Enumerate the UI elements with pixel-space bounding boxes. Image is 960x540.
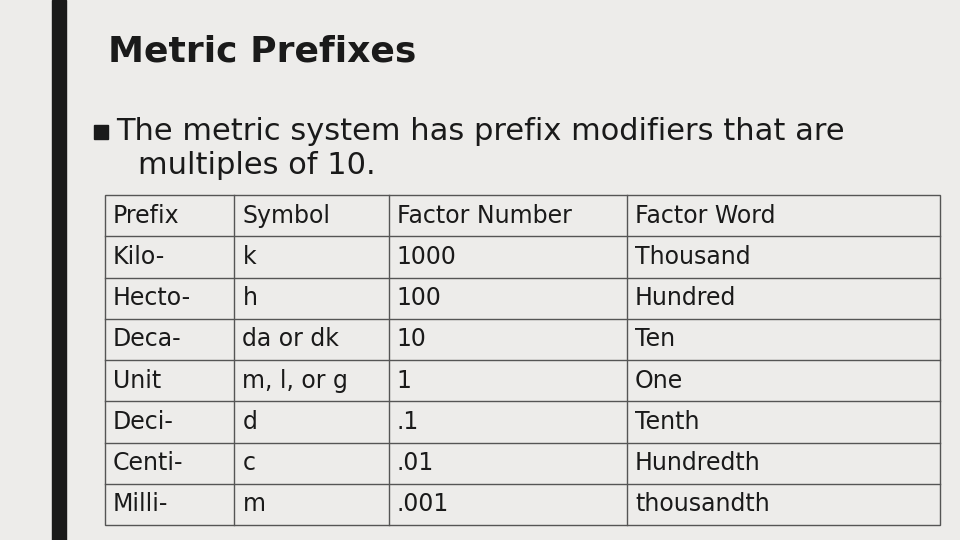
Text: k: k: [243, 245, 256, 269]
Text: .1: .1: [396, 410, 420, 434]
Text: Metric Prefixes: Metric Prefixes: [108, 35, 417, 69]
Text: 10: 10: [396, 327, 427, 352]
Text: m, l, or g: m, l, or g: [243, 369, 348, 393]
Text: Factor Word: Factor Word: [635, 204, 776, 228]
Text: h: h: [243, 286, 257, 310]
Text: Thousand: Thousand: [635, 245, 751, 269]
Text: m: m: [243, 492, 265, 516]
Bar: [94, 125, 108, 139]
Text: Ten: Ten: [635, 327, 675, 352]
Text: d: d: [243, 410, 257, 434]
Text: c: c: [243, 451, 255, 475]
Text: The metric system has prefix modifiers that are: The metric system has prefix modifiers t…: [116, 118, 845, 146]
Text: Factor Number: Factor Number: [396, 204, 572, 228]
Text: thousandth: thousandth: [635, 492, 770, 516]
Text: Deci-: Deci-: [113, 410, 174, 434]
Text: Hecto-: Hecto-: [113, 286, 191, 310]
Bar: [52, 0, 66, 540]
Text: 100: 100: [396, 286, 442, 310]
Text: multiples of 10.: multiples of 10.: [138, 151, 375, 179]
Text: One: One: [635, 369, 684, 393]
Text: Unit: Unit: [113, 369, 161, 393]
Text: Tenth: Tenth: [635, 410, 700, 434]
Text: da or dk: da or dk: [243, 327, 339, 352]
Bar: [105, 195, 940, 525]
Text: Hundred: Hundred: [635, 286, 736, 310]
Text: .01: .01: [396, 451, 434, 475]
Text: .001: .001: [396, 492, 449, 516]
Text: 1000: 1000: [396, 245, 457, 269]
Text: Hundredth: Hundredth: [635, 451, 760, 475]
Text: Milli-: Milli-: [113, 492, 168, 516]
Text: Kilo-: Kilo-: [113, 245, 165, 269]
Text: Prefix: Prefix: [113, 204, 180, 228]
Text: Centi-: Centi-: [113, 451, 183, 475]
Text: Deca-: Deca-: [113, 327, 181, 352]
Text: 1: 1: [396, 369, 412, 393]
Text: Symbol: Symbol: [243, 204, 330, 228]
